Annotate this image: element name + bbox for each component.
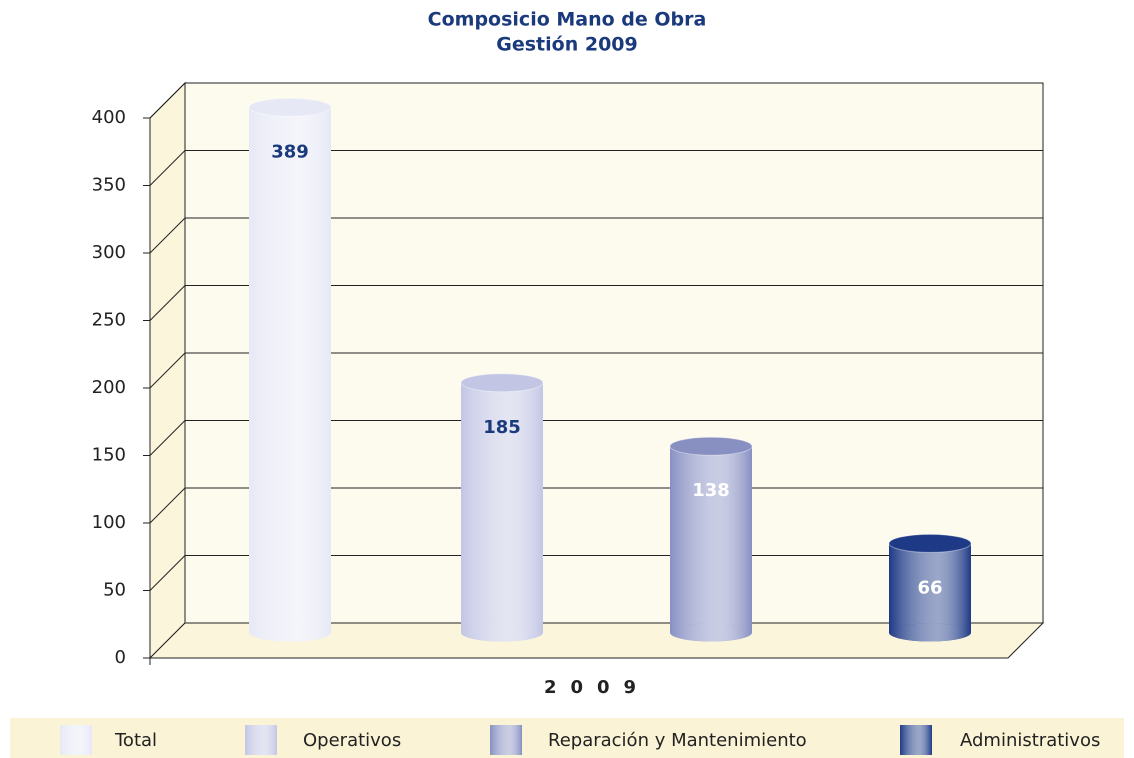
- legend-swatch-shade: [245, 725, 277, 755]
- legend-swatch-shade: [490, 725, 522, 755]
- data-label: 185: [483, 417, 521, 438]
- y-tick-label: 250: [92, 310, 126, 331]
- chart-title: Composicio Mano de Obra: [428, 9, 707, 31]
- legend-box: [10, 718, 1124, 758]
- bar: [249, 107, 331, 642]
- grid-line: [149, 352, 186, 389]
- data-label: 66: [917, 577, 942, 598]
- grid-line: [149, 487, 186, 524]
- bar-bottom-shade: [670, 623, 752, 642]
- legend-swatch-shade: [900, 725, 932, 755]
- y-tick-label: 0: [115, 647, 126, 668]
- bar: [889, 543, 971, 642]
- grid-line: [149, 150, 186, 186]
- legend-label: Total: [114, 730, 157, 751]
- bar: [461, 382, 543, 642]
- y-tick-label: 400: [92, 107, 126, 128]
- x-tick-label: 2009: [544, 677, 650, 698]
- y-tick-label: 200: [92, 377, 126, 398]
- data-label: 138: [692, 480, 730, 501]
- bar: [670, 446, 752, 642]
- bar-top: [248, 97, 332, 117]
- grid-line: [149, 555, 186, 591]
- y-tick-label: 150: [92, 445, 126, 466]
- y-tick-label: 350: [92, 175, 126, 196]
- grid-line: [149, 217, 186, 254]
- legend-label: Operativos: [303, 730, 401, 751]
- bar-shade: [461, 382, 543, 633]
- data-label: 389: [271, 141, 309, 162]
- bar-shade: [249, 107, 331, 633]
- y-tick-label: 50: [103, 580, 126, 601]
- bar-bottom-shade: [889, 623, 971, 642]
- legend-label: Administrativos: [960, 730, 1100, 751]
- bar-bottom-shade: [461, 623, 543, 642]
- y-tick-label: 300: [92, 242, 126, 263]
- grid-line: [149, 82, 186, 119]
- bar-top: [888, 533, 972, 553]
- floor: [148, 622, 1045, 659]
- chart-subtitle: Gestión 2009: [496, 34, 637, 56]
- bar-bottom-shade: [249, 623, 331, 642]
- bar-top: [460, 373, 544, 393]
- legend-label: Reparación y Mantenimiento: [548, 730, 807, 751]
- bar-shade: [670, 446, 752, 633]
- y-tick-label: 100: [92, 512, 126, 533]
- bar-shade: [889, 543, 971, 633]
- grid-line: [149, 420, 186, 456]
- grid-line: [149, 285, 186, 321]
- bar-top: [669, 436, 753, 456]
- legend-swatch-shade: [60, 725, 92, 755]
